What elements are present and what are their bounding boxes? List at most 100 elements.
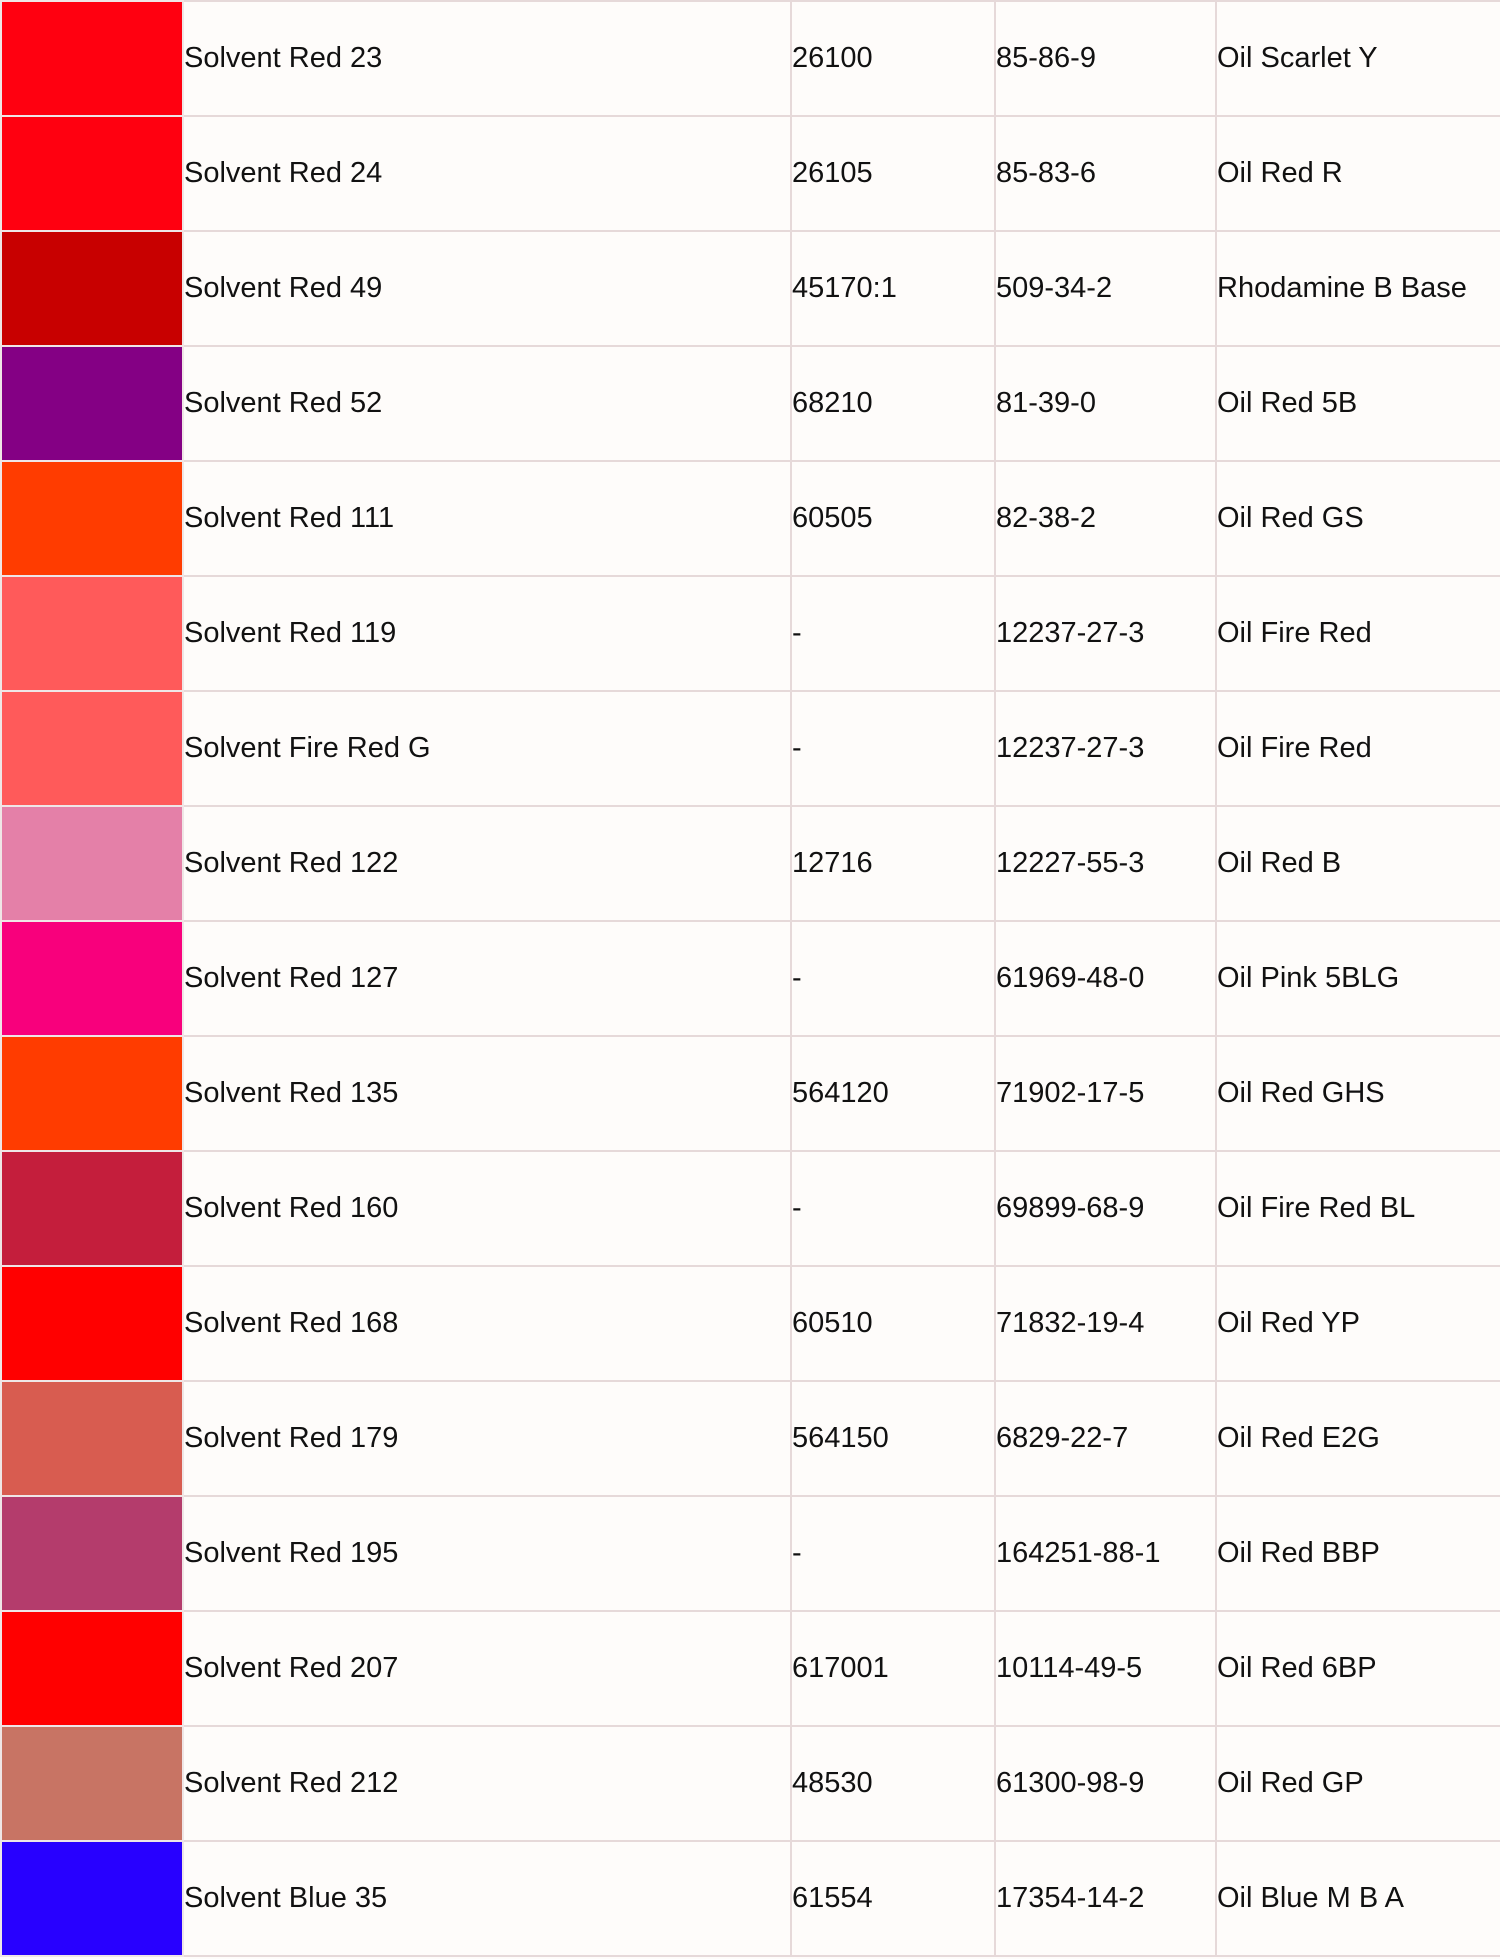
cas-number-cell: 71832-19-4	[994, 1265, 1217, 1382]
color-index-cell: 60510	[790, 1265, 996, 1382]
cas-number-cell: 69899-68-9	[994, 1150, 1217, 1267]
alias-name-cell: Oil Red B	[1215, 805, 1500, 922]
color-swatch	[0, 0, 184, 117]
cas-number-cell: 509-34-2	[994, 230, 1217, 347]
color-index-cell: 564150	[790, 1380, 996, 1497]
cas-number-cell: 6829-22-7	[994, 1380, 1217, 1497]
dye-name-cell: Solvent Red 49	[182, 230, 792, 347]
cas-number-cell: 17354-14-2	[994, 1840, 1217, 1957]
dye-name-cell: Solvent Red 122	[182, 805, 792, 922]
alias-name-cell: Oil Red 5B	[1215, 345, 1500, 462]
cas-number-cell: 81-39-0	[994, 345, 1217, 462]
color-swatch	[0, 575, 184, 692]
color-index-cell: -	[790, 575, 996, 692]
color-swatch	[0, 1035, 184, 1152]
cas-number-cell: 85-86-9	[994, 0, 1217, 117]
cas-number-cell: 82-38-2	[994, 460, 1217, 577]
color-swatch	[0, 1265, 184, 1382]
table-row: Solvent Red 23 26100 85-86-9 Oil Scarlet Y	[0, 0, 1500, 117]
color-swatch	[0, 460, 184, 577]
color-index-cell: 617001	[790, 1610, 996, 1727]
cas-number-cell: 61300-98-9	[994, 1725, 1217, 1842]
table-row: Solvent Red 119-12237-27-3 Oil Fire Red	[0, 575, 1500, 692]
alias-name-cell: Oil Red E2G	[1215, 1380, 1500, 1497]
dye-name-cell: Solvent Red 168	[182, 1265, 792, 1382]
table-row: Solvent Red 212 48530 61300-98-9 Oil Red GP	[0, 1725, 1500, 1842]
color-swatch	[0, 1840, 184, 1957]
cas-number-cell: 12237-27-3	[994, 575, 1217, 692]
color-swatch	[0, 1380, 184, 1497]
table-row: Solvent Red 127-61969-48-0 Oil Pink 5BLG	[0, 920, 1500, 1037]
alias-name-cell: Oil Red GS	[1215, 460, 1500, 577]
color-index-cell: 68210	[790, 345, 996, 462]
table-row: Solvent Red 168 60510 71832-19-4 Oil Red YP	[0, 1265, 1500, 1382]
table-row: Solvent Red 24 26105 85-83-6 Oil Red R	[0, 115, 1500, 232]
color-index-cell: 12716	[790, 805, 996, 922]
table-row: Solvent Red 195-164251-88-1 Oil Red BBP	[0, 1495, 1500, 1612]
cas-number-cell: 71902-17-5	[994, 1035, 1217, 1152]
color-index-cell: 564120	[790, 1035, 996, 1152]
color-swatch	[0, 230, 184, 347]
color-index-cell: -	[790, 690, 996, 807]
dye-name-cell: Solvent Red 127	[182, 920, 792, 1037]
dye-name-cell: Solvent Red 212	[182, 1725, 792, 1842]
color-swatch	[0, 1610, 184, 1727]
color-index-cell: -	[790, 1495, 996, 1612]
alias-name-cell: Oil Pink 5BLG	[1215, 920, 1500, 1037]
table-row: Solvent Red 122 12716 12227-55-3 Oil Red B	[0, 805, 1500, 922]
table-row: Solvent Fire Red G -12237-27-3 Oil Fire Re…	[0, 690, 1500, 807]
alias-name-cell: Rhodamine B Base	[1215, 230, 1500, 347]
color-index-cell: 60505	[790, 460, 996, 577]
cas-number-cell: 10114-49-5	[994, 1610, 1217, 1727]
alias-name-cell: Oil Fire Red BL	[1215, 1150, 1500, 1267]
color-index-cell: -	[790, 920, 996, 1037]
dye-name-cell: Solvent Red 24	[182, 115, 792, 232]
table-row: Solvent Blue 35 61554 17354-14-2 Oil Blue M…	[0, 1840, 1500, 1957]
table-row: Solvent Red 160-69899-68-9 Oil Fire Red B…	[0, 1150, 1500, 1267]
alias-name-cell: Oil Red BBP	[1215, 1495, 1500, 1612]
dye-name-cell: Solvent Red 179	[182, 1380, 792, 1497]
color-swatch	[0, 115, 184, 232]
cas-number-cell: 85-83-6	[994, 115, 1217, 232]
color-index-cell: 26100	[790, 0, 996, 117]
dye-name-cell: Solvent Red 160	[182, 1150, 792, 1267]
color-index-cell: 45170:1	[790, 230, 996, 347]
alias-name-cell: Oil Fire Red	[1215, 575, 1500, 692]
dye-name-cell: Solvent Red 135	[182, 1035, 792, 1152]
cas-number-cell: 61969-48-0	[994, 920, 1217, 1037]
color-swatch	[0, 920, 184, 1037]
dye-name-cell: Solvent Red 111	[182, 460, 792, 577]
dye-name-cell: Solvent Red 207	[182, 1610, 792, 1727]
table-row: Solvent Red 111 60505 82-38-2 Oil Red GS	[0, 460, 1500, 577]
alias-name-cell: Oil Scarlet Y	[1215, 0, 1500, 117]
dye-name-cell: Solvent Red 195	[182, 1495, 792, 1612]
alias-name-cell: Oil Red R	[1215, 115, 1500, 232]
alias-name-cell: Oil Red 6BP	[1215, 1610, 1500, 1727]
alias-name-cell: Oil Blue M B A	[1215, 1840, 1500, 1957]
table-row: Solvent Red 52 68210 81-39-0 Oil Red 5B	[0, 345, 1500, 462]
alias-name-cell: Oil Fire Red	[1215, 690, 1500, 807]
table-row: Solvent Red 207 617001 10114-49-5 Oil Red 6…	[0, 1610, 1500, 1727]
color-index-cell: -	[790, 1150, 996, 1267]
cas-number-cell: 12227-55-3	[994, 805, 1217, 922]
color-swatch	[0, 345, 184, 462]
alias-name-cell: Oil Red GHS	[1215, 1035, 1500, 1152]
cas-number-cell: 164251-88-1	[994, 1495, 1217, 1612]
cas-number-cell: 12237-27-3	[994, 690, 1217, 807]
color-swatch	[0, 1150, 184, 1267]
color-swatch	[0, 805, 184, 922]
alias-name-cell: Oil Red YP	[1215, 1265, 1500, 1382]
color-index-cell: 26105	[790, 115, 996, 232]
table-row: Solvent Red 135 564120 71902-17-5 Oil Red G…	[0, 1035, 1500, 1152]
color-swatch	[0, 1725, 184, 1842]
dye-name-cell: Solvent Red 23	[182, 0, 792, 117]
dye-name-cell: Solvent Blue 35	[182, 1840, 792, 1957]
alias-name-cell: Oil Red GP	[1215, 1725, 1500, 1842]
color-swatch	[0, 1495, 184, 1612]
dye-name-cell: Solvent Red 52	[182, 345, 792, 462]
dye-name-cell: Solvent Fire Red G	[182, 690, 792, 807]
dye-name-cell: Solvent Red 119	[182, 575, 792, 692]
color-swatch	[0, 690, 184, 807]
